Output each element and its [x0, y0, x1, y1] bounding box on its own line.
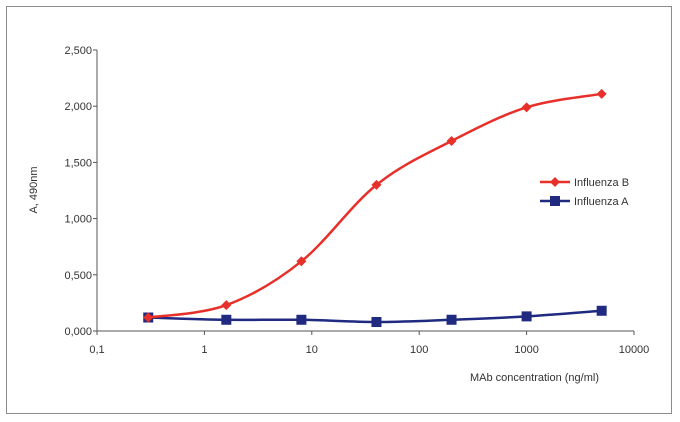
data-point [596, 88, 607, 99]
y-tick-labels: 0,000 0,500 1,000 1,500 2,000 2,500 [64, 45, 92, 338]
legend: Influenza B Influenza A [540, 177, 629, 208]
legend-marker [550, 177, 560, 187]
data-point [521, 102, 532, 113]
data-point [143, 312, 154, 323]
x-tick-label: 10 [306, 344, 318, 356]
y-tick-label: 0,000 [64, 326, 92, 338]
x-tick-label: 100 [410, 344, 428, 356]
y-tick-label: 2,500 [64, 45, 92, 57]
data-point [446, 314, 457, 325]
x-tick-label: 10000 [619, 344, 650, 356]
series-influenza-b [143, 88, 607, 323]
data-point [221, 314, 232, 325]
data-point [596, 305, 607, 316]
legend-label: Influenza B [574, 177, 629, 189]
y-tick-label: 1,000 [64, 214, 92, 226]
data-point [221, 300, 232, 311]
legend-label: Influenza A [574, 196, 629, 208]
y-tick-label: 2,000 [64, 101, 92, 113]
legend-marker [550, 196, 560, 206]
x-tick-label: 0,1 [89, 344, 104, 356]
series-layer [143, 88, 607, 328]
data-point [371, 317, 382, 328]
x-tick-label: 1000 [514, 344, 538, 356]
data-point [446, 136, 457, 147]
series-line [148, 92, 602, 319]
y-tick-label: 0,500 [64, 270, 92, 282]
axes [93, 49, 635, 335]
data-point [296, 314, 307, 325]
y-tick-label: 1,500 [64, 157, 92, 169]
data-point [296, 256, 307, 267]
data-point [521, 311, 532, 322]
y-axis-label: A, 490nm [28, 166, 40, 213]
x-tick-labels: 0,1 1 10 100 1000 10000 [89, 344, 649, 356]
chart-frame [6, 6, 672, 414]
data-point [371, 179, 382, 190]
x-axis-label: MAb concentration (ng/ml) [470, 372, 599, 384]
x-tick-label: 1 [201, 344, 207, 356]
